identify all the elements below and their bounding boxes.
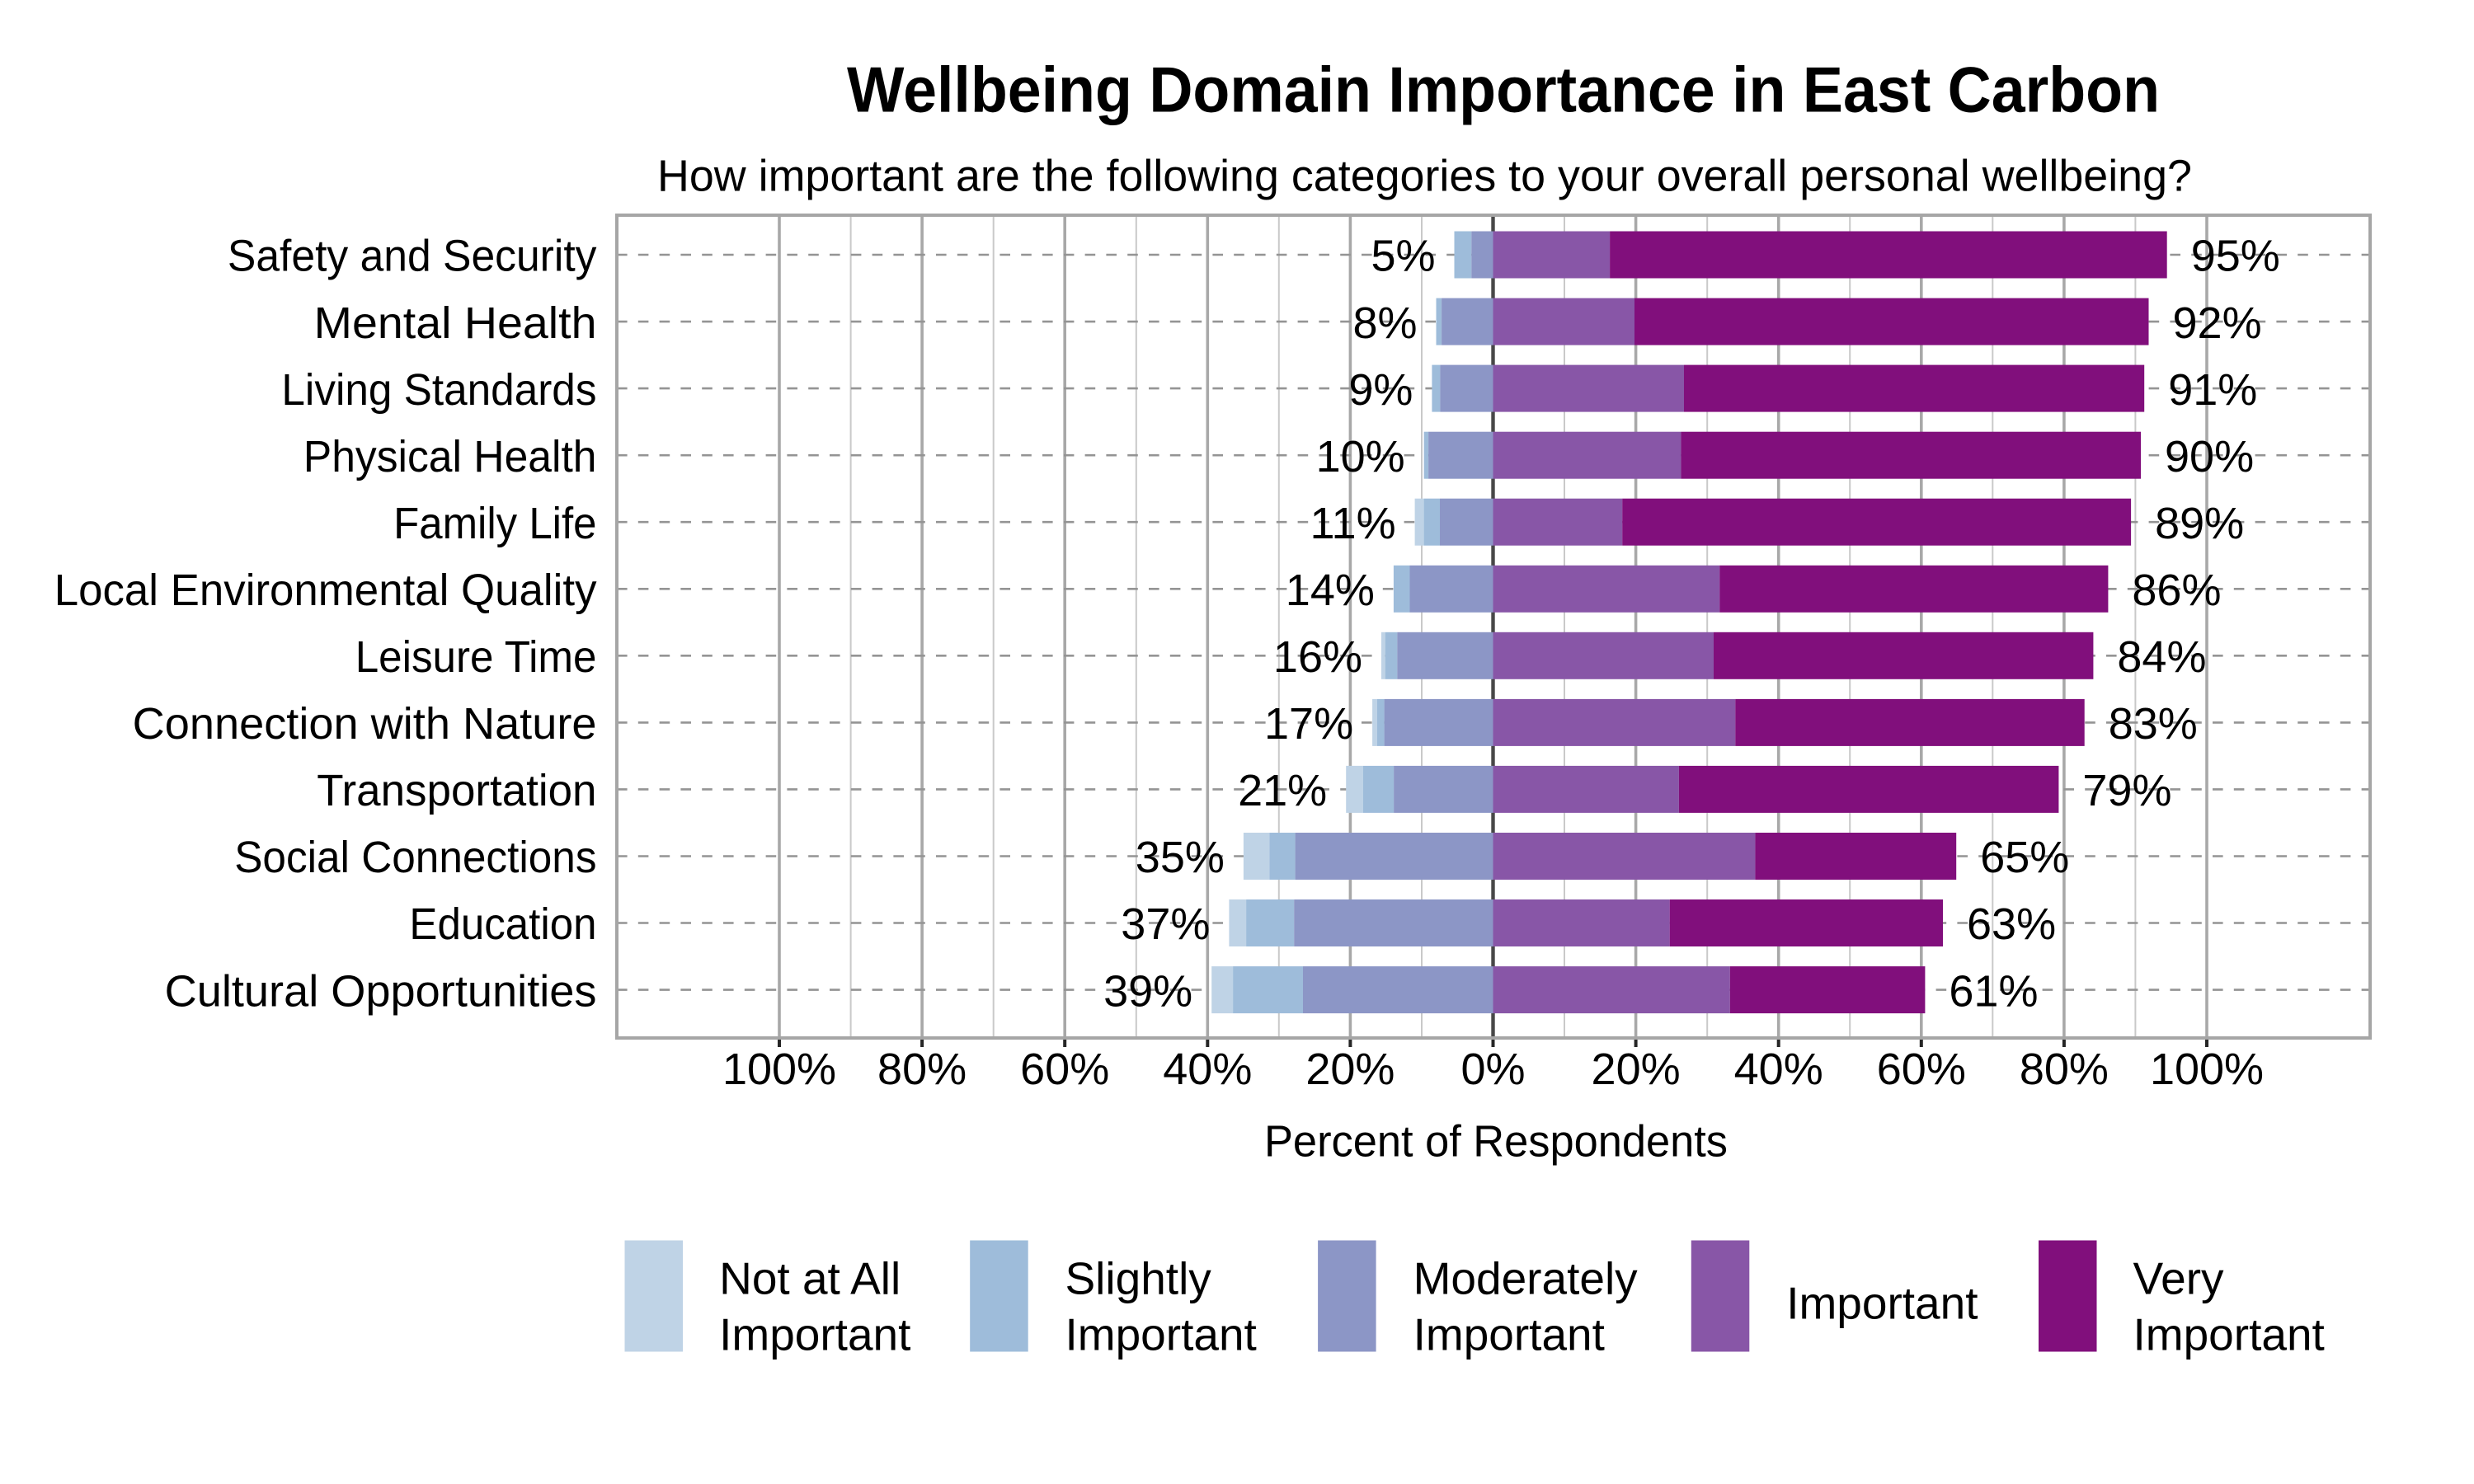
svg-text:10%: 10% bbox=[1316, 432, 1405, 481]
svg-text:Slightly: Slightly bbox=[1065, 1253, 1212, 1304]
svg-text:Mental Health: Mental Health bbox=[314, 298, 597, 348]
svg-text:61%: 61% bbox=[1949, 966, 2038, 1016]
svg-text:5%: 5% bbox=[1371, 232, 1435, 281]
svg-text:60%: 60% bbox=[1020, 1045, 1109, 1094]
svg-text:83%: 83% bbox=[2109, 699, 2198, 749]
svg-text:Connection with Nature: Connection with Nature bbox=[133, 699, 597, 749]
svg-text:Family Life: Family Life bbox=[393, 499, 596, 548]
svg-text:20%: 20% bbox=[1305, 1045, 1395, 1094]
svg-text:20%: 20% bbox=[1592, 1045, 1681, 1094]
svg-text:80%: 80% bbox=[877, 1045, 967, 1094]
svg-text:91%: 91% bbox=[2168, 365, 2257, 415]
svg-text:Important: Important bbox=[1065, 1309, 1257, 1360]
svg-text:90%: 90% bbox=[2165, 432, 2254, 481]
svg-text:84%: 84% bbox=[2117, 632, 2206, 682]
svg-text:Local Environmental Quality: Local Environmental Quality bbox=[54, 566, 597, 615]
svg-text:Percent of Respondents: Percent of Respondents bbox=[1264, 1117, 1728, 1167]
svg-text:Living Standards: Living Standards bbox=[281, 365, 596, 415]
svg-text:How important are the followin: How important are the following categori… bbox=[657, 152, 2192, 201]
svg-text:Important: Important bbox=[719, 1309, 910, 1360]
svg-text:92%: 92% bbox=[2173, 298, 2262, 348]
svg-text:100%: 100% bbox=[2150, 1045, 2264, 1094]
svg-text:Cultural Opportunities: Cultural Opportunities bbox=[165, 966, 597, 1016]
svg-text:100%: 100% bbox=[722, 1045, 836, 1094]
svg-text:21%: 21% bbox=[1238, 766, 1327, 815]
svg-text:8%: 8% bbox=[1352, 298, 1417, 348]
svg-text:39%: 39% bbox=[1103, 966, 1192, 1016]
svg-text:Important: Important bbox=[1413, 1309, 1605, 1360]
svg-text:Important: Important bbox=[1786, 1278, 1978, 1329]
svg-text:16%: 16% bbox=[1273, 632, 1362, 682]
svg-text:Leisure Time: Leisure Time bbox=[355, 632, 597, 682]
svg-text:0%: 0% bbox=[1460, 1045, 1525, 1094]
svg-text:80%: 80% bbox=[2020, 1045, 2109, 1094]
svg-text:Very: Very bbox=[2133, 1253, 2225, 1304]
svg-text:11%: 11% bbox=[1310, 499, 1396, 548]
svg-text:35%: 35% bbox=[1136, 833, 1225, 882]
svg-text:Safety and Security: Safety and Security bbox=[228, 232, 597, 281]
svg-text:Not at All: Not at All bbox=[719, 1253, 901, 1304]
svg-text:Physical Health: Physical Health bbox=[303, 432, 597, 481]
svg-text:63%: 63% bbox=[1967, 899, 2056, 949]
svg-text:89%: 89% bbox=[2155, 499, 2244, 548]
svg-text:9%: 9% bbox=[1348, 365, 1413, 415]
svg-text:40%: 40% bbox=[1734, 1045, 1823, 1094]
svg-text:Moderately: Moderately bbox=[1413, 1253, 1639, 1304]
svg-text:95%: 95% bbox=[2191, 232, 2280, 281]
svg-text:14%: 14% bbox=[1286, 566, 1375, 615]
svg-text:Wellbeing Domain Importance in: Wellbeing Domain Importance in East Carb… bbox=[847, 53, 2160, 125]
svg-text:40%: 40% bbox=[1163, 1045, 1252, 1094]
svg-text:Important: Important bbox=[2133, 1309, 2325, 1360]
svg-text:79%: 79% bbox=[2082, 766, 2171, 815]
svg-text:86%: 86% bbox=[2132, 566, 2221, 615]
svg-text:60%: 60% bbox=[1877, 1045, 1966, 1094]
svg-text:17%: 17% bbox=[1264, 699, 1353, 749]
svg-text:Education: Education bbox=[409, 899, 596, 949]
svg-text:Social Connections: Social Connections bbox=[234, 833, 596, 882]
svg-text:65%: 65% bbox=[1980, 833, 2069, 882]
svg-text:37%: 37% bbox=[1121, 899, 1210, 949]
svg-text:Transportation: Transportation bbox=[317, 766, 596, 815]
